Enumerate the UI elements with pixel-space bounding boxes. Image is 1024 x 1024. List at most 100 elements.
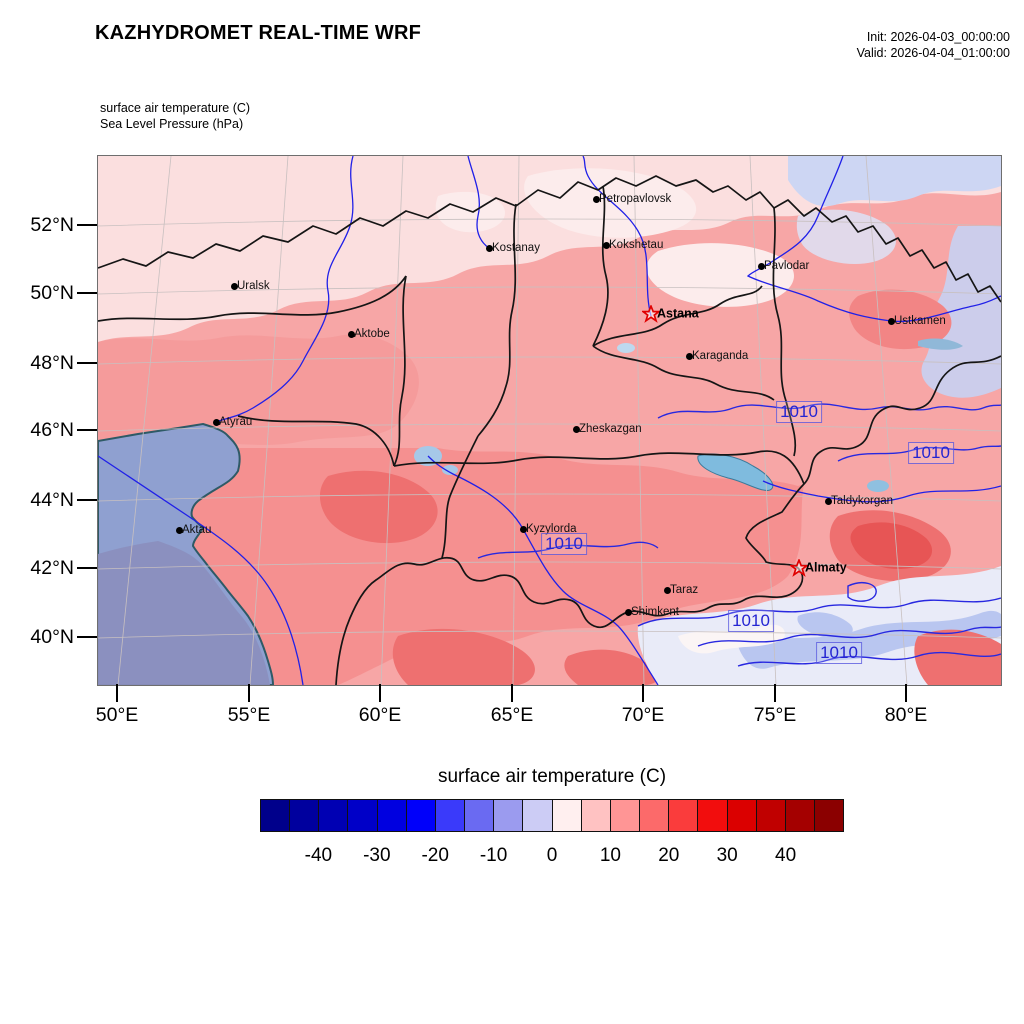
lon-tick-label: 60°E bbox=[358, 704, 402, 726]
lon-tick-mark bbox=[642, 684, 644, 702]
lon-tick-label: 70°E bbox=[621, 704, 665, 726]
ili-river bbox=[762, 480, 1001, 503]
colorbar-segment bbox=[376, 800, 406, 831]
lat-tick-mark bbox=[77, 292, 97, 294]
city-label: Taraz bbox=[670, 583, 699, 596]
valid-timestamp: Valid: 2026-04-04_01:00:00 bbox=[856, 46, 1010, 60]
colorbar-segment bbox=[347, 800, 377, 831]
lake-alakol bbox=[867, 480, 889, 492]
pressure-contour-label: 1010 bbox=[908, 442, 954, 464]
field-label-pressure: Sea Level Pressure (hPa) bbox=[100, 117, 244, 131]
field-labels: surface air temperature (C) Sea Level Pr… bbox=[100, 100, 250, 132]
city-star-icon bbox=[642, 305, 660, 323]
colorbar-segment bbox=[580, 800, 610, 831]
colorbar-segment bbox=[639, 800, 669, 831]
city-dot-icon bbox=[572, 425, 580, 433]
city-label: Almaty bbox=[805, 560, 847, 575]
colorbar-tick-label: -40 bbox=[304, 845, 333, 866]
lat-tick-mark bbox=[77, 567, 97, 569]
map-overlay: Petropavlovsk Kostanay Kokshetau Pavlodar Ur… bbox=[98, 156, 1001, 685]
colorbar-segment bbox=[697, 800, 727, 831]
field-label-temperature: surface air temperature (C) bbox=[100, 101, 251, 115]
lat-tick-mark bbox=[77, 429, 97, 431]
lat-tick-mark bbox=[77, 362, 97, 364]
rivers bbox=[98, 156, 1001, 685]
city-label: Kostanay bbox=[492, 241, 540, 254]
colorbar-segment bbox=[813, 800, 844, 831]
colorbar-tick-label: 30 bbox=[716, 845, 738, 866]
city-dot-icon bbox=[592, 195, 600, 203]
city-label: Shimkent bbox=[631, 605, 679, 618]
tobol-river bbox=[467, 156, 490, 249]
irtysh-river bbox=[746, 156, 1001, 323]
city-dot-icon bbox=[887, 317, 895, 325]
city-label: Astana bbox=[657, 306, 699, 321]
caspian-sea-south bbox=[98, 541, 270, 685]
colorbar-segment bbox=[318, 800, 348, 831]
lon-tick-label: 65°E bbox=[490, 704, 534, 726]
syr-darya-river bbox=[427, 455, 659, 685]
colorbar-tick-label: 10 bbox=[599, 845, 621, 866]
ural-river bbox=[215, 156, 354, 423]
lake-tengiz bbox=[617, 343, 635, 353]
lon-tick-label: 75°E bbox=[753, 704, 797, 726]
colorbar-title: surface air temperature (C) bbox=[437, 766, 667, 787]
colorbar-segment bbox=[668, 800, 698, 831]
colorbar-segment bbox=[522, 800, 552, 831]
city-dot-icon bbox=[485, 244, 493, 252]
colorbar-segment bbox=[551, 800, 581, 831]
colorbar-segment bbox=[493, 800, 523, 831]
init-timestamp: Init: 2026-04-03_00:00:00 bbox=[866, 30, 1010, 44]
city-label: Taldykorgan bbox=[831, 494, 894, 507]
colorbar-segment bbox=[755, 800, 785, 831]
colorbar-tick-label: -20 bbox=[421, 845, 449, 866]
colorbar-segment bbox=[289, 800, 319, 831]
city-dot-icon bbox=[230, 282, 238, 290]
city-dot-icon bbox=[824, 497, 832, 505]
lon-tick-mark bbox=[905, 684, 907, 702]
city-star-icon bbox=[790, 559, 808, 577]
lat-tick-label: 40°N bbox=[30, 626, 74, 648]
run-timestamps: Init: 2026-04-03_00:00:00 Valid: 2026-04… bbox=[857, 29, 1010, 61]
colorbar-tick-label: 0 bbox=[546, 845, 558, 866]
city-dot-icon bbox=[519, 525, 527, 533]
city-dot-icon bbox=[685, 352, 693, 360]
map-terrain bbox=[98, 156, 1001, 685]
lat-tick-label: 48°N bbox=[30, 352, 74, 374]
temperature-field-patches bbox=[98, 156, 1001, 685]
lat-tick-mark bbox=[77, 224, 97, 226]
lon-tick-label: 50°E bbox=[95, 704, 139, 726]
city-dot-icon bbox=[624, 608, 632, 616]
lon-tick-mark bbox=[774, 684, 776, 702]
page-title: KAZHYDROMET REAL-TIME WRF bbox=[95, 22, 422, 44]
city-label: Ustkamen bbox=[894, 314, 946, 327]
pressure-contour-label: 1010 bbox=[816, 642, 862, 664]
city-label: Uralsk bbox=[237, 279, 270, 292]
city-dot-icon bbox=[663, 586, 671, 594]
city-label: Atyrau bbox=[219, 415, 253, 428]
colorbar-segment bbox=[609, 800, 640, 831]
city-dot-icon bbox=[175, 526, 183, 534]
lake-balkhash bbox=[697, 453, 774, 491]
country-borders bbox=[98, 175, 1001, 685]
colorbar bbox=[260, 799, 844, 832]
city-label: Aktau bbox=[182, 523, 212, 536]
colorbar-segment bbox=[784, 800, 814, 831]
lon-tick-mark bbox=[511, 684, 513, 702]
city-dot-icon bbox=[602, 241, 610, 249]
city-label: Petropavlovsk bbox=[599, 192, 672, 205]
small-lake bbox=[442, 465, 458, 475]
city-label: Zheskazgan bbox=[579, 422, 642, 435]
colorbar-segment bbox=[464, 800, 494, 831]
pressure-contour-label: 1010 bbox=[776, 401, 822, 423]
lat-tick-label: 42°N bbox=[30, 557, 74, 579]
pressure-contour-label: 1010 bbox=[541, 533, 587, 555]
colorbar-segment bbox=[434, 800, 465, 831]
lon-tick-mark bbox=[116, 684, 118, 702]
water-bodies bbox=[98, 338, 963, 685]
colorbar-tick-label: 20 bbox=[658, 845, 680, 866]
city-dot-icon bbox=[757, 262, 765, 270]
city-label: Kyzylorda bbox=[526, 522, 577, 535]
ishim-river bbox=[582, 156, 652, 317]
colorbar-tick-label: 40 bbox=[775, 845, 797, 866]
